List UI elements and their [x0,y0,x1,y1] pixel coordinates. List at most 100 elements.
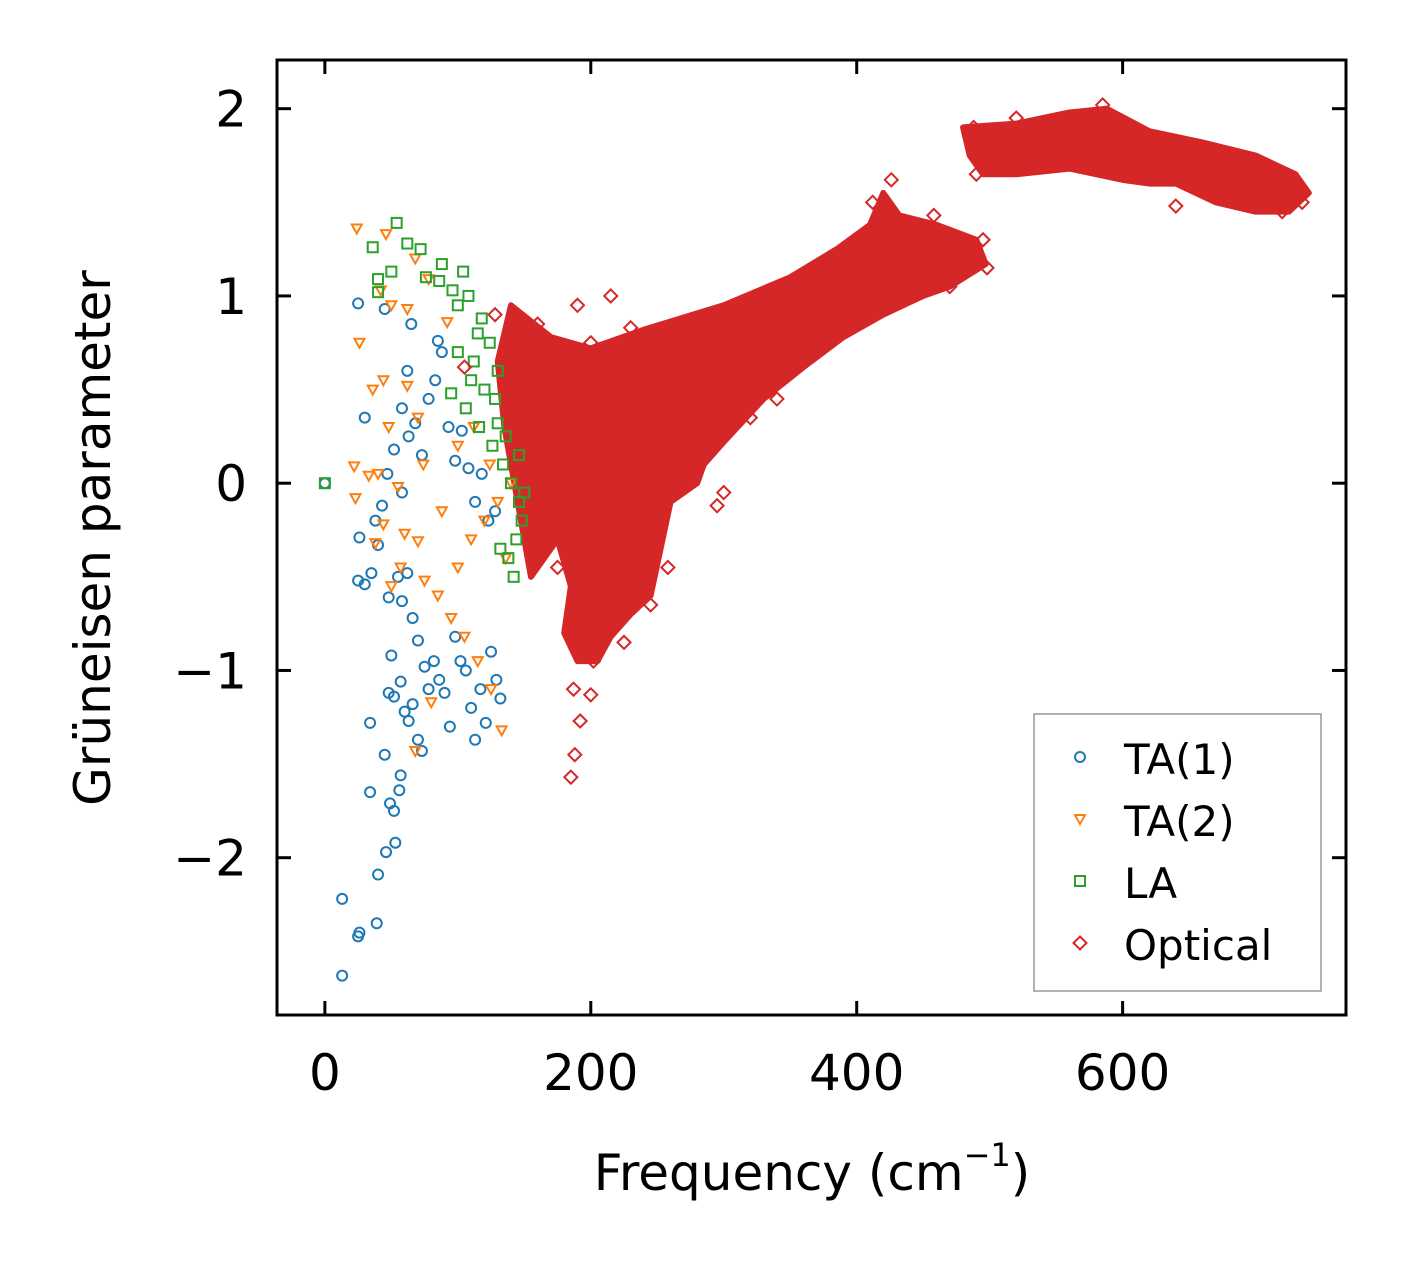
point-optical [675,325,692,342]
point-la [446,284,459,297]
point-ta1 [422,683,435,696]
point-ta2 [457,631,472,644]
legend-label-ta1: TA(1) [1123,735,1235,784]
point-ta2 [464,534,478,547]
point-ta1 [388,443,401,456]
point-la [515,514,528,527]
point-ta1 [358,411,371,424]
point-optical [975,231,991,248]
point-ta1 [489,505,502,518]
point-ta2 [435,506,449,519]
point-ta1 [402,430,415,443]
point-la [457,265,470,278]
point-la [451,346,464,359]
point-la [435,258,448,271]
point-ta1 [494,692,507,705]
point-ta2 [416,459,430,472]
point-optical [675,456,692,473]
legend: TA(1) TA(2) LA Optical [1033,713,1322,992]
point-optical [616,634,632,651]
point-ta2 [348,493,363,506]
point-optical [901,231,918,248]
point-ta1 [462,462,475,475]
point-optical [968,166,985,183]
point-ta1 [433,673,446,686]
x-axis-title: Frequency (cm−1) [594,1136,1031,1202]
point-la [433,274,446,287]
point-ta1 [422,392,435,405]
point-ta1 [352,297,365,310]
point-ta1 [382,591,395,604]
point-ta1 [380,846,393,859]
point-ta1 [364,716,377,729]
point-ta1 [376,499,389,512]
point-ta1 [394,769,407,782]
point-la [475,312,488,325]
y-tick-label: −1 [173,642,247,700]
point-ta2 [451,562,465,575]
point-la [483,336,496,349]
point-la [505,477,518,490]
point-ta2 [440,317,454,330]
point-optical [1061,123,1078,140]
point-la [385,265,398,278]
point-ta1 [406,612,419,625]
point-optical [549,559,566,576]
point-optical [565,681,582,698]
point-ta1 [318,477,331,490]
legend-label-la: LA [1124,859,1177,908]
point-ta2 [400,304,415,317]
point-ta2 [484,684,498,697]
point-la [459,402,472,415]
point-ta2 [400,380,415,393]
point-ta1 [401,567,414,580]
point-optical [1008,110,1025,126]
point-la [507,570,520,583]
legend-box [1033,713,1322,992]
point-la [372,286,385,299]
point-la [486,439,499,452]
point-ta1 [431,334,444,347]
point-optical [925,207,942,224]
point-ta1 [393,784,406,797]
point-ta2 [352,337,367,350]
point-optical [782,306,799,323]
plot-frame [275,58,1348,1017]
point-ta1 [449,630,462,643]
point-optical [585,653,602,670]
point-optical [979,259,995,276]
point-ta2 [393,562,408,575]
point-la [366,241,379,254]
point-ta1 [353,531,366,544]
point-ta1 [449,454,462,467]
point-ta2 [491,496,505,509]
point-ta1 [411,733,424,746]
point-ta1 [378,748,391,761]
y-tick-label: 0 [215,455,247,513]
point-ta2 [391,481,405,495]
point-ta2 [483,459,497,472]
point-optical [742,409,759,426]
point-ta2 [424,697,438,710]
legend-markers [1072,751,1088,951]
point-optical [822,278,839,295]
point-optical [769,391,785,407]
optical-region-1 [960,105,1312,215]
point-ta1 [372,868,385,881]
point-ta2 [347,461,361,474]
x-tick-label: 0 [309,1044,341,1102]
point-ta1 [352,574,365,587]
point-optical [715,484,732,501]
point-la [471,327,484,340]
point-optical [649,494,666,510]
point-ta1 [415,449,428,462]
point-ta1 [389,836,402,849]
point-optical [965,119,982,136]
legend-marker-optical [1072,935,1088,951]
point-ta1 [381,467,394,480]
point-ta1 [406,698,419,711]
point-la [518,486,531,499]
point-ta2 [362,470,376,483]
point-optical [1181,138,1198,155]
point-ta1 [370,917,383,930]
